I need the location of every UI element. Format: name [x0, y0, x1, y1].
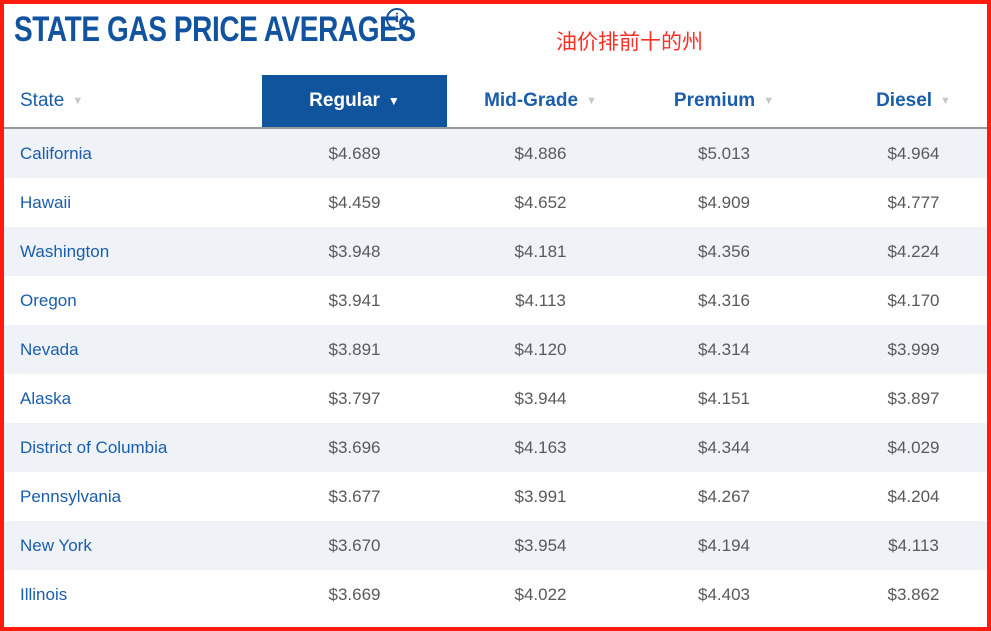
midgrade-price-cell: $4.120 [514, 339, 567, 359]
regular-price-cell: $3.948 [328, 241, 381, 261]
regular-price-cell: $3.677 [328, 486, 381, 506]
column-header-label: Regular [309, 90, 380, 111]
chevron-down-icon: ▼ [940, 94, 951, 107]
state-cell[interactable]: Illinois [20, 584, 68, 604]
premium-price-cell: $4.356 [698, 241, 750, 261]
diesel-price-cell: $3.999 [887, 339, 940, 359]
table-row: Hawaii $4.459 $4.652 $4.909 $4.777 [4, 178, 987, 227]
premium-price-cell: $4.344 [698, 437, 750, 457]
column-header-state[interactable]: State ▼ [4, 75, 262, 127]
state-cell[interactable]: New York [20, 535, 92, 555]
diesel-price-cell: $3.897 [887, 388, 940, 408]
chevron-down-icon: ▼ [586, 94, 597, 107]
regular-price-cell: $4.459 [328, 192, 381, 212]
state-cell[interactable]: Oregon [20, 290, 77, 310]
table-row: Nevada $3.891 $4.120 $4.314 $3.999 [4, 325, 987, 374]
midgrade-price-cell: $4.652 [514, 192, 567, 212]
regular-price-cell: $4.689 [328, 143, 381, 163]
table-row: District of Columbia $3.696 $4.163 $4.34… [4, 423, 987, 472]
midgrade-price-cell: $4.022 [514, 584, 567, 604]
state-cell[interactable]: Hawaii [20, 192, 72, 212]
diesel-price-cell: $4.113 [888, 535, 939, 555]
state-cell[interactable]: California [20, 143, 92, 163]
table-row: California $4.689 $4.886 $5.013 $4.964 [4, 129, 987, 178]
midgrade-price-cell: $3.944 [514, 388, 567, 408]
column-header-midgrade[interactable]: Mid-Grade ▼ [447, 75, 634, 127]
state-cell[interactable]: District of Columbia [20, 437, 168, 457]
table-row: Alaska $3.797 $3.944 $4.151 $3.897 [4, 374, 987, 423]
state-cell[interactable]: Pennsylvania [20, 486, 122, 506]
midgrade-price-cell: $3.991 [514, 486, 567, 506]
column-header-label: State [20, 90, 65, 111]
diesel-price-cell: $4.224 [887, 241, 940, 261]
midgrade-price-cell: $4.886 [514, 143, 567, 163]
table-row: New York $3.670 $3.954 $4.194 $4.113 [4, 521, 987, 570]
page-title: STATE GAS PRICE AVERAGES [14, 10, 416, 49]
midgrade-price-cell: $4.181 [514, 241, 567, 261]
premium-price-cell: $5.013 [698, 143, 750, 163]
midgrade-price-cell: $3.954 [514, 535, 567, 555]
gas-price-table: State ▼ Regular ▼ Mid-Grade ▼ Premium ▼ … [4, 75, 987, 619]
midgrade-price-cell: $4.163 [514, 437, 567, 457]
regular-price-cell: $3.669 [328, 584, 381, 604]
regular-price-cell: $3.891 [328, 339, 381, 359]
regular-price-cell: $3.670 [328, 535, 381, 555]
chevron-down-icon: ▼ [763, 94, 775, 107]
table-row: Oregon $3.941 $4.113 $4.316 $4.170 [4, 276, 987, 325]
table-row: Pennsylvania $3.677 $3.991 $4.267 $4.204 [4, 472, 987, 521]
state-cell[interactable]: Nevada [20, 339, 79, 359]
page-header: STATE GAS PRICE AVERAGES i [14, 8, 516, 52]
premium-price-cell: $4.267 [698, 486, 750, 506]
table-row: Washington $3.948 $4.181 $4.356 $4.224 [4, 227, 987, 276]
regular-price-cell: $3.797 [328, 388, 381, 408]
premium-price-cell: $4.314 [698, 339, 750, 359]
diesel-price-cell: $3.862 [887, 584, 940, 604]
annotation-chinese: 油价排前十的州 [556, 31, 703, 54]
column-header-regular[interactable]: Regular ▼ [262, 75, 447, 127]
column-header-diesel[interactable]: Diesel ▼ [814, 75, 987, 127]
column-header-label: Diesel [876, 90, 933, 111]
diesel-price-cell: $4.170 [887, 290, 940, 310]
table-row: Illinois $3.669 $4.022 $4.403 $3.862 [4, 570, 987, 619]
table-body: California $4.689 $4.886 $5.013 $4.964 H… [4, 129, 987, 619]
diesel-price-cell: $4.964 [887, 143, 940, 163]
premium-price-cell: $4.151 [698, 388, 750, 408]
state-cell[interactable]: Alaska [20, 388, 72, 408]
chevron-down-icon: ▼ [72, 94, 84, 107]
diesel-price-cell: $4.204 [887, 486, 940, 506]
column-header-premium[interactable]: Premium ▼ [634, 75, 814, 127]
premium-price-cell: $4.194 [698, 535, 750, 555]
info-icon[interactable]: i [386, 8, 408, 30]
state-cell[interactable]: Washington [20, 241, 110, 261]
column-header-label: Mid-Grade [484, 90, 579, 111]
regular-price-cell: $3.941 [328, 290, 381, 310]
table-header-row: State ▼ Regular ▼ Mid-Grade ▼ Premium ▼ … [4, 75, 987, 129]
premium-price-cell: $4.403 [698, 584, 750, 604]
regular-price-cell: $3.696 [328, 437, 381, 457]
premium-price-cell: $4.316 [698, 290, 750, 310]
chevron-down-icon: ▼ [387, 94, 400, 108]
diesel-price-cell: $4.777 [887, 192, 940, 212]
diesel-price-cell: $4.029 [887, 437, 940, 457]
midgrade-price-cell: $4.113 [515, 290, 566, 310]
column-header-label: Premium [673, 90, 756, 111]
premium-price-cell: $4.909 [698, 192, 750, 212]
